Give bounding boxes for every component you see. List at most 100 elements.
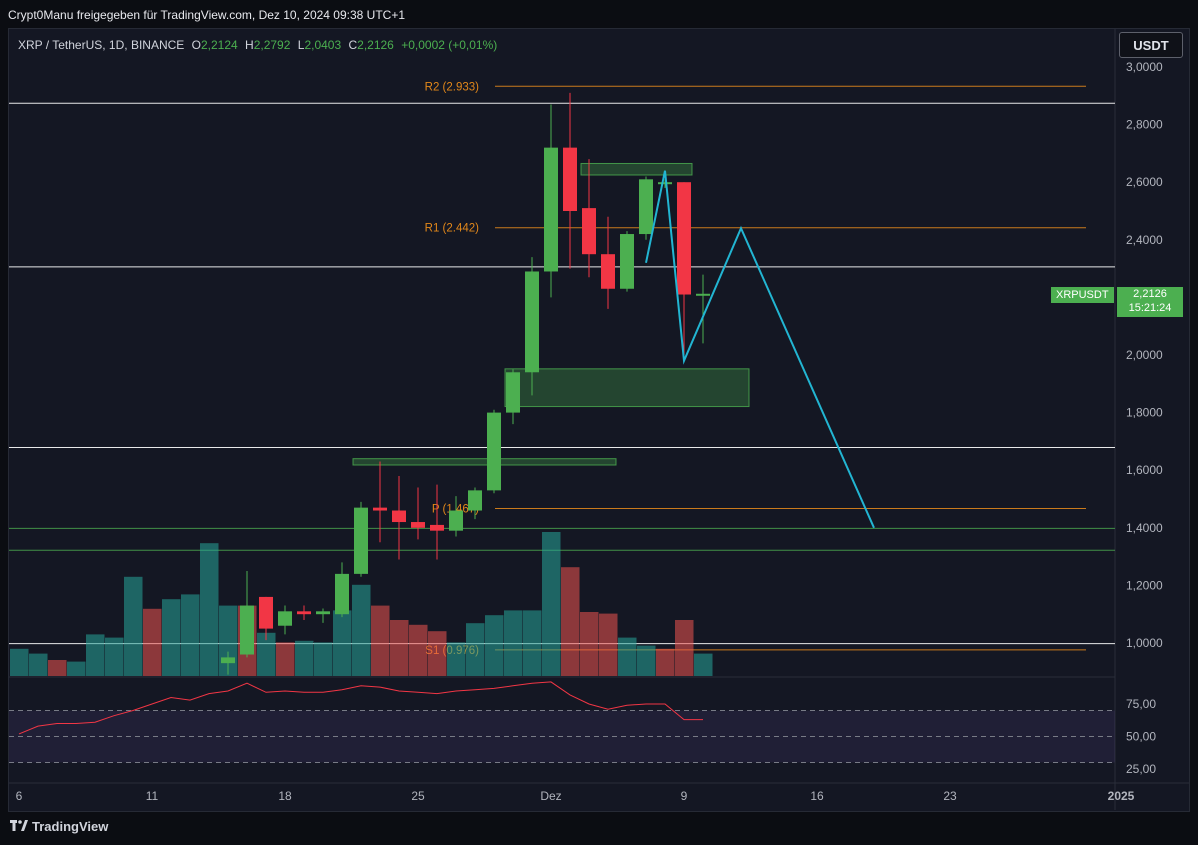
time-tick-label: 9: [681, 789, 688, 803]
legend-open-label: O: [191, 38, 201, 52]
legend-close-label: C: [348, 38, 358, 52]
volume-bar: [143, 608, 162, 676]
candle-body: [582, 208, 596, 255]
candle-body: [316, 611, 330, 615]
candle-body: [696, 293, 710, 296]
time-tick-label: 2025: [1108, 789, 1135, 803]
volume-bar: [257, 632, 276, 676]
volume-bar: [542, 532, 561, 676]
volume-bar: [86, 634, 105, 676]
price-tick-label: 1,8000: [1126, 406, 1163, 420]
volume-bar: [29, 653, 48, 676]
legend-close-value: 2,2126: [357, 38, 394, 52]
last-price-value: 2,2126: [1133, 288, 1167, 300]
volume-bar: [504, 610, 523, 676]
volume-bar: [67, 661, 86, 676]
demand-zone: [580, 162, 693, 176]
price-tick-label: 2,0000: [1126, 348, 1163, 362]
candle-body: [487, 412, 501, 491]
candle-body: [506, 372, 520, 413]
volume-bar: [390, 620, 409, 676]
price-tick-label: 1,2000: [1126, 578, 1163, 592]
share-info-text: Crypt0Manu freigegeben für TradingView.c…: [8, 8, 406, 22]
candle-body: [468, 490, 482, 511]
candle-body: [411, 522, 425, 528]
volume-bar: [599, 613, 618, 676]
rsi-tick-label: 75,00: [1126, 697, 1156, 711]
bar-countdown: 15:21:24: [1128, 302, 1172, 314]
demand-zone: [504, 368, 750, 408]
legend-high-label: H: [245, 38, 254, 52]
price-tick-label: 2,4000: [1126, 233, 1163, 247]
volume-bar: [124, 576, 143, 676]
candle-body: [430, 524, 444, 531]
price-tick-label: 2,8000: [1126, 118, 1163, 132]
candle-body: [601, 254, 615, 289]
time-tick-label: 18: [278, 789, 292, 803]
candle-body: [392, 510, 406, 523]
candle-body: [259, 596, 273, 629]
last-price-tag: 2,2126 15:21:24: [1117, 287, 1183, 317]
candle-body: [658, 182, 672, 185]
currency-button[interactable]: USDT: [1119, 32, 1183, 58]
rsi-tick-label: 25,00: [1126, 762, 1156, 776]
volume-bar: [447, 642, 466, 676]
volume-bar: [637, 645, 656, 676]
candle-body: [525, 271, 539, 373]
volume-bar: [352, 584, 371, 676]
volume-bar: [656, 648, 675, 676]
candle-body: [221, 657, 235, 664]
price-tick-label: 2,6000: [1126, 175, 1163, 189]
candle-body: [335, 573, 349, 615]
volume-bar: [295, 640, 314, 676]
rsi-tick-label: 50,00: [1126, 730, 1156, 744]
legend-high-value: 2,2792: [253, 38, 291, 52]
volume-bar: [428, 631, 447, 676]
header-bar: Crypt0Manu freigegeben für TradingView.c…: [0, 0, 1198, 28]
volume-bar: [200, 543, 219, 676]
volume-bar: [333, 610, 352, 676]
volume-bar: [694, 653, 713, 676]
volume-bar: [561, 567, 580, 676]
footer-brand[interactable]: TradingView: [10, 819, 108, 834]
volume-bar: [580, 612, 599, 676]
volume-bar: [523, 610, 542, 676]
legend-change-value: +0,0002 (+0,01%): [401, 38, 498, 52]
volume-bar: [105, 637, 124, 676]
chart-frame[interactable]: [8, 28, 1190, 812]
symbol-price-tag: XRPUSDT: [1051, 287, 1114, 303]
price-tick-label: 1,6000: [1126, 463, 1163, 477]
time-tick-label: 16: [810, 789, 824, 803]
candle-body: [620, 234, 634, 289]
symbol-legend: XRP / TetherUS, 1D, BINANCE O2,2124 H2,2…: [18, 38, 497, 52]
volume-bar: [466, 623, 485, 676]
volume-bar: [314, 642, 333, 676]
volume-bar: [618, 637, 637, 676]
price-tick-label: 1,0000: [1126, 636, 1163, 650]
time-tick-label: 6: [16, 789, 23, 803]
candle-body: [278, 611, 292, 626]
legend-low-label: L: [297, 38, 305, 52]
legend-symbol-title: XRP / TetherUS, 1D, BINANCE: [18, 38, 185, 52]
candle-body: [449, 510, 463, 531]
pivot-label-r1: R1 (2.442): [425, 223, 480, 235]
time-tick-label: 25: [411, 789, 425, 803]
volume-bar: [181, 594, 200, 676]
volume-bar: [276, 642, 295, 676]
time-tick-label: Dez: [540, 789, 561, 803]
legend-low-value: 2,0403: [304, 38, 342, 52]
volume-bar: [485, 615, 504, 676]
time-tick-label: 11: [146, 789, 159, 803]
volume-bar: [48, 660, 67, 676]
candle-body: [639, 179, 653, 235]
footer-brand-label: TradingView: [32, 819, 109, 834]
candle-body: [544, 147, 558, 272]
candle-body: [373, 507, 387, 511]
rsi-line: [18, 681, 703, 735]
demand-zone: [352, 458, 617, 466]
volume-bar: [10, 648, 29, 676]
time-tick-label: 23: [943, 789, 957, 803]
candle-body: [297, 611, 311, 615]
volume-bar: [409, 624, 428, 676]
